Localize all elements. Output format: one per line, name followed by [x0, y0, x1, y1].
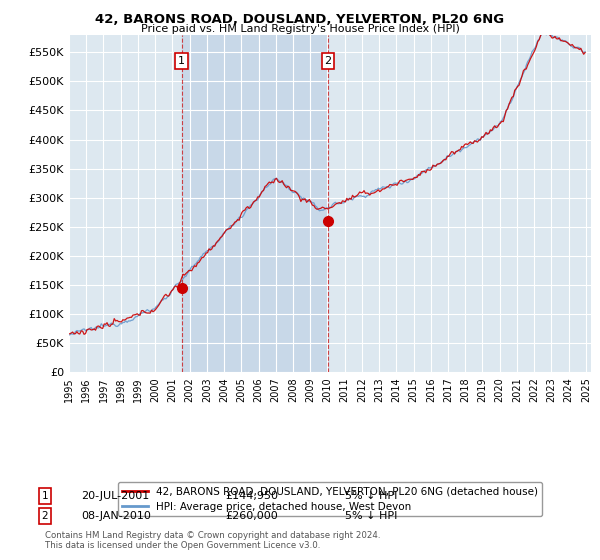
Text: Price paid vs. HM Land Registry's House Price Index (HPI): Price paid vs. HM Land Registry's House … [140, 24, 460, 34]
Text: 08-JAN-2010: 08-JAN-2010 [81, 511, 151, 521]
Text: 1: 1 [41, 491, 49, 501]
Text: 42, BARONS ROAD, DOUSLAND, YELVERTON, PL20 6NG: 42, BARONS ROAD, DOUSLAND, YELVERTON, PL… [95, 13, 505, 26]
Text: 1: 1 [178, 56, 185, 66]
Text: 2: 2 [325, 56, 332, 66]
Text: Contains HM Land Registry data © Crown copyright and database right 2024.
This d: Contains HM Land Registry data © Crown c… [45, 530, 380, 550]
Text: £260,000: £260,000 [225, 511, 278, 521]
Bar [182, 35, 328, 372]
Legend: 42, BARONS ROAD, DOUSLAND, YELVERTON, PL20 6NG (detached house), HPI: Average pr: 42, BARONS ROAD, DOUSLAND, YELVERTON, PL… [118, 482, 542, 516]
Text: 5% ↓ HPI: 5% ↓ HPI [345, 491, 397, 501]
Text: £144,950: £144,950 [225, 491, 278, 501]
Text: 2: 2 [41, 511, 49, 521]
Text: 5% ↓ HPI: 5% ↓ HPI [345, 511, 397, 521]
Text: 20-JUL-2001: 20-JUL-2001 [81, 491, 149, 501]
